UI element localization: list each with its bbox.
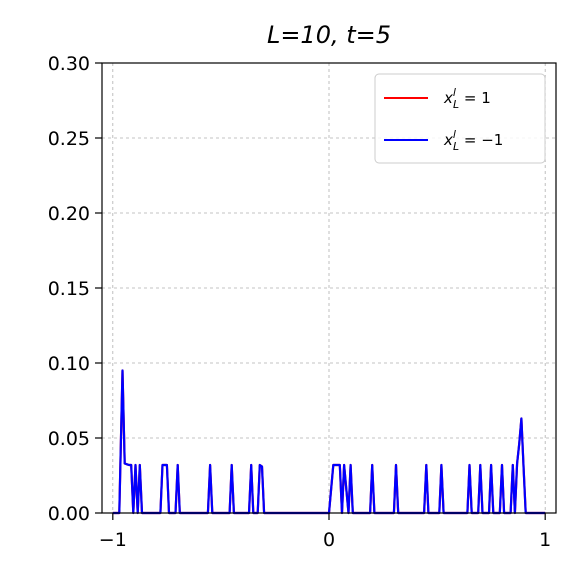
- y-tick-label: 0.15: [48, 278, 90, 300]
- legend-box: [374, 73, 546, 164]
- x-tick-label: 1: [539, 529, 551, 551]
- y-tick-label: 0.30: [48, 53, 90, 75]
- y-axis: 0.00 0.05 0.10 0.15 0.20 0.25 0.30: [48, 53, 102, 525]
- x-axis: −1 0 1: [99, 513, 551, 551]
- legend-label-1: xl L = 1: [443, 86, 491, 111]
- y-tick-label: 0.10: [48, 353, 90, 375]
- y-tick-label: 0.00: [48, 503, 90, 525]
- y-tick-label: 0.25: [48, 128, 90, 150]
- x-tick-label: −1: [99, 529, 127, 551]
- chart-title: L=10, t=5: [267, 21, 391, 49]
- legend-label-2: xl L = −1: [443, 128, 503, 153]
- x-tick-label: 0: [323, 529, 335, 551]
- y-tick-label: 0.05: [48, 428, 90, 450]
- y-tick-label: 0.20: [48, 203, 90, 225]
- legend: xl L = 1 xl L = −1: [374, 73, 546, 164]
